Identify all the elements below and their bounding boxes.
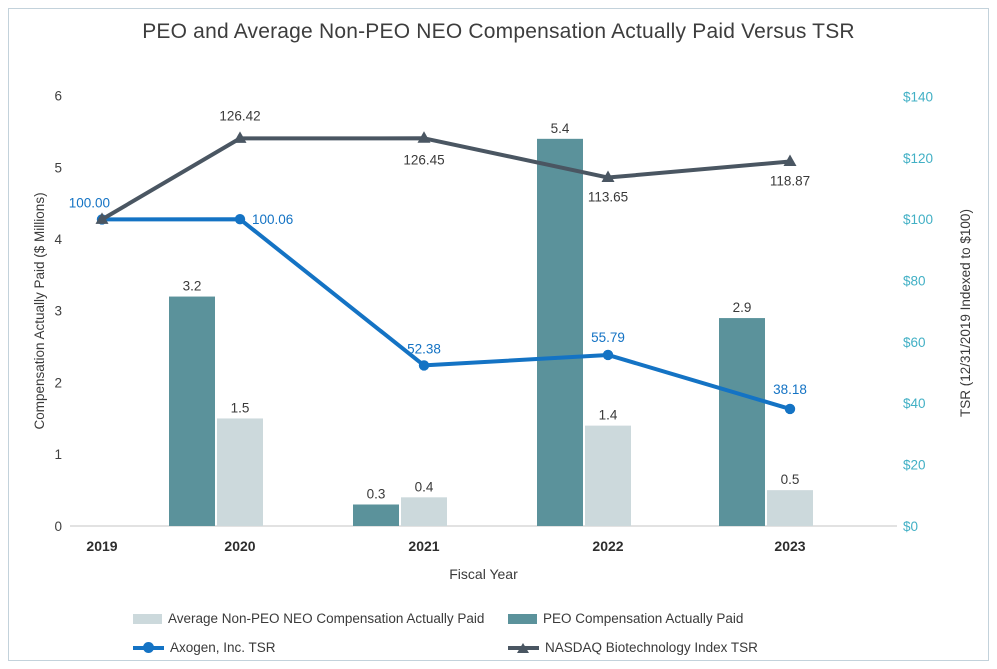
nasdaq-point-marker (783, 154, 797, 167)
line-value-label: 118.87 (770, 174, 810, 189)
nasdaq-point-marker (601, 170, 615, 183)
right-axis-tick: $0 (903, 519, 918, 534)
bar-value-label: 3.2 (183, 279, 202, 294)
line-value-label: 52.38 (407, 341, 441, 356)
legend-bar-swatch (133, 613, 162, 624)
right-axis-tick: $100 (903, 212, 933, 227)
left-axis-tick: 1 (54, 447, 62, 462)
line-value-label: 126.42 (219, 108, 260, 123)
right-axis-tick: $80 (903, 274, 926, 289)
legend-label: Average Non-PEO NEO Compensation Actuall… (168, 611, 485, 626)
right-axis-tick: $120 (903, 151, 933, 166)
axogen-point-marker (418, 360, 430, 371)
left-axis-tick: 4 (54, 232, 62, 247)
left-axis-tick: 5 (54, 160, 62, 175)
line-value-label: 38.18 (773, 382, 807, 397)
nasdaq-tsr-line (100, 136, 792, 222)
axogen-point-marker (784, 403, 796, 415)
bar-value-label: 5.4 (551, 121, 570, 136)
left-axis-tick: 2 (54, 375, 62, 390)
x-axis-title: Fiscal Year (449, 566, 518, 582)
nonpeo-bar (585, 425, 631, 526)
nasdaq-point-marker (233, 131, 247, 143)
bar-value-label: 0.3 (367, 486, 386, 501)
line-value-label: 113.65 (588, 190, 628, 205)
bar-value-label: 0.4 (415, 479, 434, 494)
left-axis-tick: 6 (54, 89, 62, 104)
bar-value-label: 1.4 (599, 408, 618, 423)
bar-value-label: 1.5 (231, 400, 250, 415)
peo-bar (169, 296, 215, 526)
axogen-point-marker (234, 214, 246, 225)
nonpeo-bar (767, 490, 813, 526)
x-axis-category-label: 2023 (774, 538, 805, 554)
legend-line-circle-icon (133, 642, 164, 654)
x-axis-category-label: 2020 (224, 538, 255, 554)
right-axis-tick: $60 (903, 335, 926, 350)
x-axis-category-label: 2022 (592, 538, 623, 554)
legend-bar-swatch (508, 613, 537, 624)
nasdaq-point-marker (95, 212, 109, 224)
left-axis-title: Compensation Actually Paid ($ Millions) (32, 192, 47, 429)
legend-item-nasdaq-line: NASDAQ Biotechnology Index TSR (508, 640, 758, 655)
right-axis-title: TSR (12/31/2019 Indexed to $100) (958, 209, 973, 417)
right-axis-tick: $40 (903, 396, 926, 411)
line-value-label: 100.00 (69, 195, 110, 210)
right-axis-tick: $20 (903, 457, 926, 472)
legend-line-triangle-icon (508, 642, 539, 654)
nonpeo-bar (217, 418, 263, 526)
nonpeo-bar (401, 497, 447, 526)
axogen-point-marker (602, 349, 614, 361)
legend-item-peo-bar: PEO Compensation Actually Paid (508, 611, 743, 626)
left-axis-tick: 0 (54, 519, 62, 534)
peo-bar (537, 138, 583, 526)
x-axis-category-label: 2021 (408, 538, 439, 554)
line-value-label: 100.06 (252, 212, 293, 227)
legend-label: PEO Compensation Actually Paid (543, 611, 744, 626)
line-value-label: 126.45 (403, 152, 444, 167)
left-axis-tick: 3 (54, 304, 62, 319)
legend-item-nonpeo-bar: Average Non-PEO NEO Compensation Actuall… (133, 611, 484, 626)
legend-label: Axogen, Inc. TSR (170, 640, 276, 655)
peo-bar (719, 318, 765, 526)
bar-value-label: 2.9 (733, 300, 752, 315)
nasdaq-point-marker (417, 131, 431, 143)
line-value-label: 55.79 (591, 330, 625, 345)
legend-item-axogen-line: Axogen, Inc. TSR (133, 640, 276, 655)
peo-bar (353, 504, 399, 526)
chart-title: PEO and Average Non-PEO NEO Compensation… (142, 20, 855, 43)
right-axis-tick: $140 (903, 90, 933, 105)
x-axis-category-label: 2019 (86, 538, 117, 554)
legend-label: NASDAQ Biotechnology Index TSR (545, 640, 758, 655)
bar-value-label: 0.5 (781, 472, 800, 487)
